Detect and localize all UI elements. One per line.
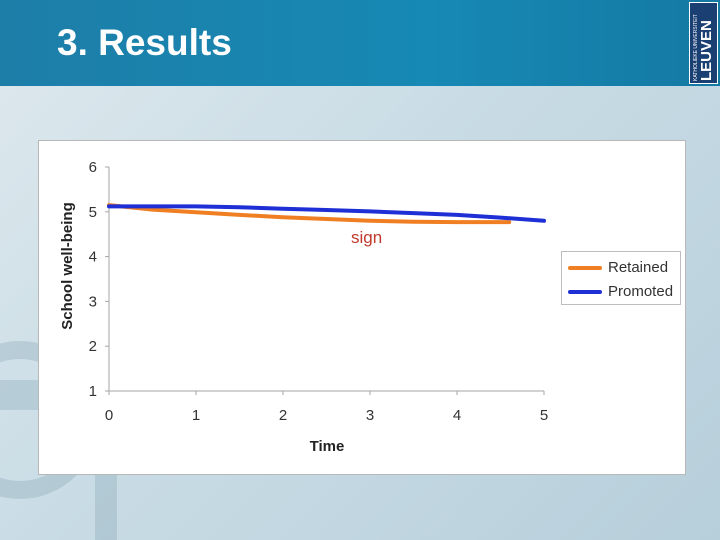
y-tick-label: 1	[89, 383, 97, 400]
x-tick-label: 5	[540, 407, 548, 424]
x-tick-label: 0	[105, 407, 113, 424]
slide-header: 3. Results LEUVEN KATHOLIEKE UNIVERSITEI…	[0, 0, 720, 86]
logo-text-main: LEUVEN	[698, 20, 715, 81]
x-tick-label: 2	[279, 407, 287, 424]
y-axis-label: School well-being	[59, 202, 76, 330]
legend-label-promoted: Promoted	[608, 283, 674, 300]
y-tick-label: 2	[89, 338, 97, 355]
y-tick-label: 4	[89, 249, 97, 266]
x-tick-label: 4	[453, 407, 461, 424]
y-tick-label: 5	[89, 204, 97, 221]
series-line-promoted	[107, 204, 546, 223]
series-line-retained	[107, 203, 512, 225]
x-tick-label: 1	[192, 407, 200, 424]
logo-text-small: KATHOLIEKE UNIVERSITEIT	[693, 14, 699, 81]
x-tick-label: 3	[366, 407, 374, 424]
legend-swatch-retained	[568, 266, 602, 270]
legend-swatch-promoted	[568, 290, 602, 294]
slide-title: 3. Results	[57, 22, 232, 63]
chart-legend: Retained Promoted	[561, 251, 681, 305]
legend-label-retained: Retained	[608, 259, 669, 276]
chart-annotation: sign	[351, 228, 383, 247]
y-tick-label: 6	[89, 159, 97, 176]
x-axis-label: Time	[310, 438, 345, 455]
y-tick-label: 3	[89, 293, 97, 310]
university-logo: LEUVEN KATHOLIEKE UNIVERSITEIT	[689, 2, 718, 84]
